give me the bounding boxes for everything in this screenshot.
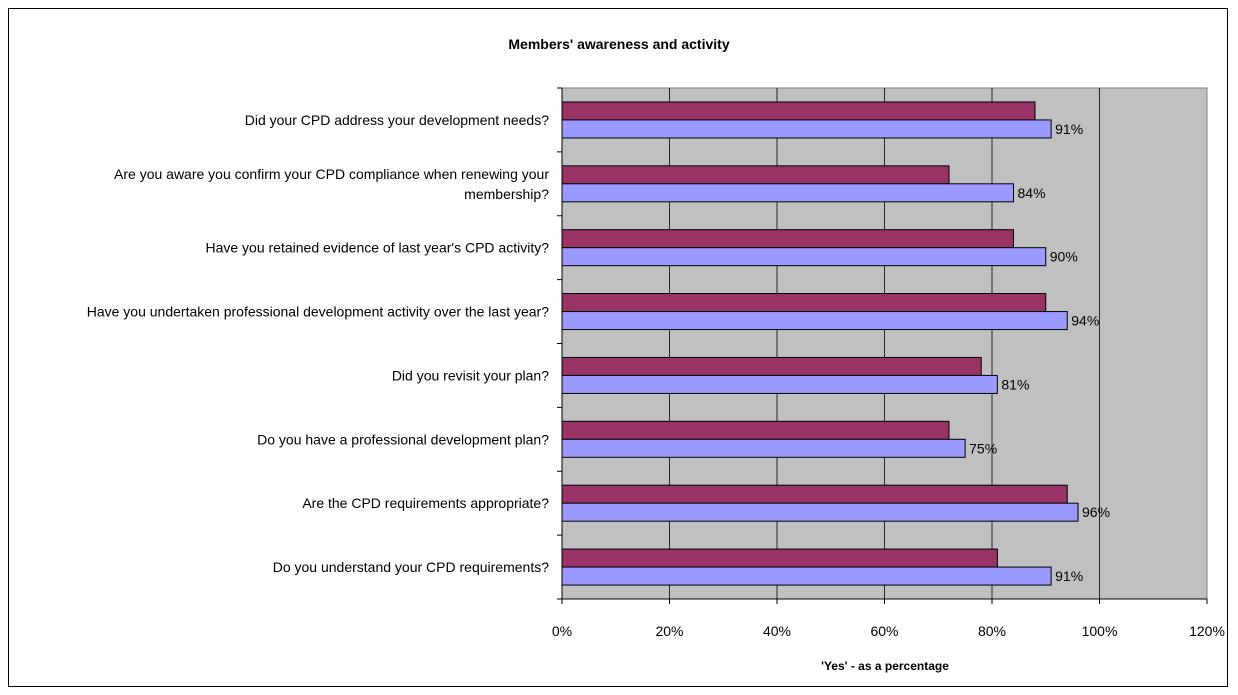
data-label: 90% [1050, 249, 1078, 265]
bar [561, 548, 998, 568]
bar [561, 502, 1079, 522]
x-tick-label: 120% [1189, 623, 1225, 639]
chart-title: Members' awareness and activity [508, 36, 729, 52]
category-label: Are the CPD requirements appropriate? [302, 495, 549, 511]
bar [561, 420, 950, 440]
x-tick-label: 100% [1082, 623, 1118, 639]
bar [561, 374, 998, 394]
bar [561, 229, 1014, 249]
category-label: Have you undertaken professional develop… [87, 304, 549, 320]
x-tick-label: 80% [978, 623, 1006, 639]
category-label: Did you revisit your plan? [392, 367, 549, 383]
category-label: membership? [464, 186, 549, 202]
bar [561, 356, 982, 376]
bar [561, 484, 1068, 504]
bar [561, 293, 1047, 313]
category-label: Did your CPD address your development ne… [245, 112, 549, 128]
bar [561, 311, 1068, 331]
bar [561, 183, 1014, 203]
data-label: 96% [1082, 504, 1110, 520]
bar [561, 119, 1052, 139]
data-label: 94% [1071, 313, 1099, 329]
bar [561, 438, 966, 458]
category-label: Have you retained evidence of last year'… [205, 240, 549, 256]
data-label: 81% [1001, 376, 1029, 392]
category-label: Do you understand your CPD requirements? [273, 559, 549, 575]
x-tick-label: 20% [655, 623, 683, 639]
category-label: Do you have a professional development p… [257, 431, 549, 447]
data-label: 75% [969, 440, 997, 456]
x-tick-label: 40% [763, 623, 791, 639]
data-label: 91% [1055, 121, 1083, 137]
bar [561, 566, 1052, 586]
x-tick-label: 0% [552, 623, 572, 639]
x-axis-label: 'Yes' - as a percentage [821, 659, 949, 673]
data-label: 91% [1055, 568, 1083, 584]
data-label: 84% [1018, 185, 1046, 201]
bar [561, 101, 1036, 121]
x-tick-label: 60% [870, 623, 898, 639]
bar [561, 247, 1047, 267]
bar [561, 165, 950, 185]
category-label: Are you aware you confirm your CPD compl… [114, 166, 549, 182]
